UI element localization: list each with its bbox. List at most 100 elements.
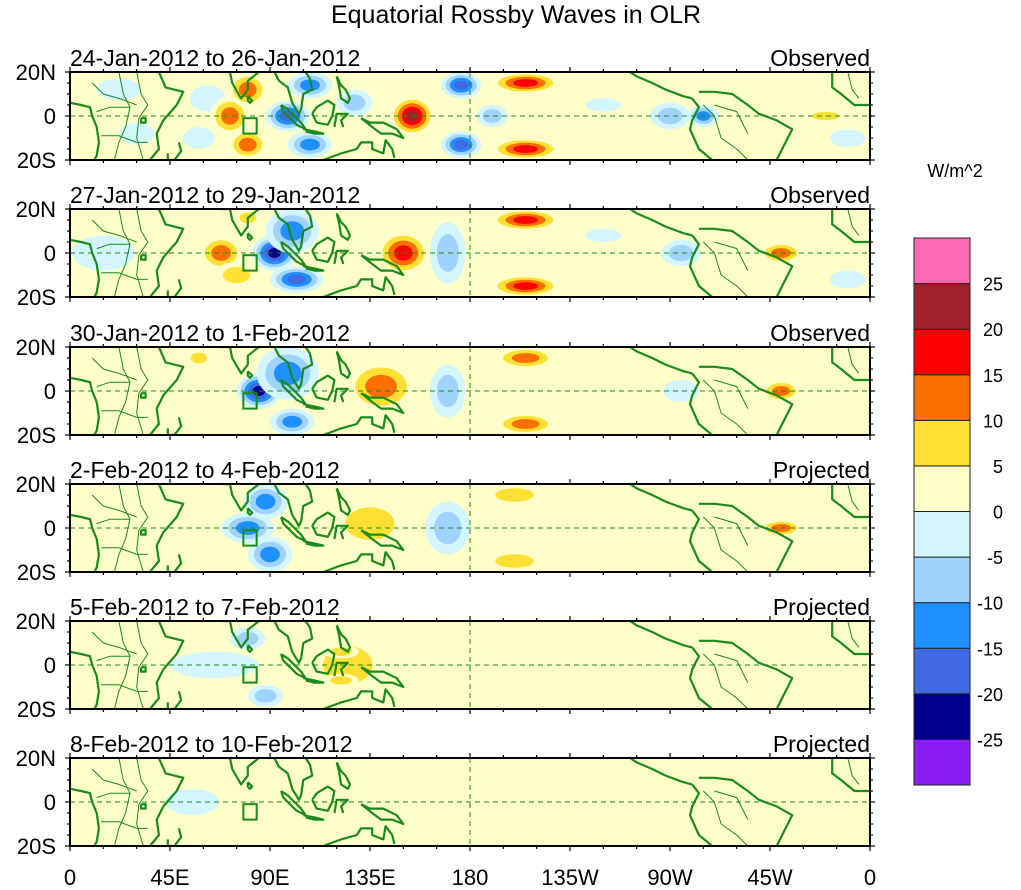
coastline	[303, 403, 325, 410]
country-border	[136, 209, 149, 297]
coastline	[221, 484, 260, 512]
panel-plot-area	[70, 484, 870, 572]
coastline	[360, 666, 405, 689]
coastline	[166, 279, 183, 297]
colorbar-box	[913, 419, 971, 467]
country-border	[702, 516, 749, 572]
marker-box	[242, 117, 258, 135]
anomaly-contour	[436, 374, 459, 408]
anomaly-contour	[282, 415, 303, 428]
country-border	[714, 790, 749, 820]
colorbar-box	[913, 465, 971, 512]
colorbar-box	[913, 693, 971, 740]
anomaly-contour	[300, 138, 320, 151]
anomaly-contour	[483, 760, 546, 783]
coastline	[149, 758, 185, 846]
anomaly-contour	[454, 140, 469, 150]
country-border	[91, 357, 137, 381]
coastline	[629, 758, 693, 786]
anomaly-contour	[287, 274, 306, 284]
panel-3: 30-Jan-2012 to 1-Feb-2012 Observed 20N 0 20S	[16, 320, 875, 448]
coastline	[303, 265, 325, 272]
y-tick-label: 20S	[17, 423, 56, 448]
coastline	[140, 254, 147, 261]
y-tick-label: 20N	[16, 197, 56, 222]
anomaly-band	[70, 621, 102, 643]
coastline	[221, 347, 260, 375]
country-border	[91, 82, 137, 106]
colorbar-label: -10	[977, 594, 1003, 614]
coastline	[70, 787, 100, 846]
country-border	[113, 621, 131, 709]
coastline	[221, 621, 260, 649]
country-border	[113, 209, 131, 297]
coastline	[831, 72, 870, 107]
panel-date-range: 30-Jan-2012 to 1-Feb-2012	[70, 320, 350, 346]
country-border	[96, 243, 130, 250]
coastline	[629, 621, 693, 649]
coastline	[149, 72, 185, 160]
y-tick-label: 20N	[16, 60, 56, 85]
coastline	[273, 72, 314, 115]
anomaly-contour	[190, 352, 208, 364]
coastline	[311, 99, 336, 126]
anomaly-contour	[70, 124, 88, 152]
coastline	[303, 677, 325, 684]
anomaly-contour	[511, 419, 540, 429]
coastline	[688, 783, 713, 846]
panels-group: 24-Jan-2012 to 26-Jan-2012 Observed 20N 0 20…	[16, 45, 875, 859]
panel-status-label: Observed	[770, 45, 870, 71]
coastline	[360, 803, 405, 826]
anomaly-contour	[483, 682, 546, 705]
anomaly-contour	[495, 554, 534, 568]
anomaly-contour	[663, 380, 699, 402]
y-tick-label: 20S	[17, 697, 56, 722]
country-border	[101, 684, 148, 692]
x-tick-label: 90W	[647, 865, 692, 890]
colorbar-box	[913, 237, 971, 285]
coastline	[831, 209, 870, 244]
country-border	[847, 72, 860, 99]
coastline	[246, 95, 254, 104]
colorbar-box	[913, 511, 971, 558]
country-border	[101, 547, 148, 555]
coastline	[698, 90, 794, 160]
coastline	[629, 72, 693, 100]
coastline	[70, 238, 100, 297]
coastline	[246, 644, 254, 653]
anomaly-contour	[776, 83, 830, 105]
coastline	[246, 781, 254, 790]
anomaly-contour	[255, 493, 276, 510]
country-border	[91, 768, 137, 792]
coastline	[322, 551, 396, 572]
coastline	[360, 254, 405, 277]
colorbar-box	[913, 556, 971, 604]
coastline	[221, 209, 260, 237]
coastline	[335, 624, 352, 653]
coastline	[335, 75, 352, 104]
panel-status-label: Projected	[773, 594, 870, 620]
colorbar-label: 0	[993, 503, 1003, 523]
anomaly-contour	[254, 775, 308, 794]
coastline	[149, 621, 185, 709]
colorbar-label: -15	[977, 639, 1003, 659]
colorbar-units-label: W/m^2	[927, 161, 982, 181]
coastline	[166, 691, 183, 709]
panel-plot-area	[70, 347, 870, 435]
y-tick-label: 0	[44, 653, 56, 678]
x-tick-label: 90E	[250, 865, 289, 890]
coastline	[221, 758, 260, 786]
anomaly-band	[794, 506, 857, 550]
x-tick-label: 135E	[344, 865, 395, 890]
coastline	[335, 212, 352, 241]
anomaly-contour	[118, 122, 155, 145]
anomaly-contour	[330, 676, 353, 685]
coastline	[360, 117, 405, 140]
y-tick-label: 20N	[16, 472, 56, 497]
country-border	[101, 410, 148, 418]
anomaly-contour	[454, 80, 469, 90]
coastline	[831, 621, 870, 656]
y-tick-label: 20N	[16, 746, 56, 771]
coastline	[333, 661, 349, 677]
